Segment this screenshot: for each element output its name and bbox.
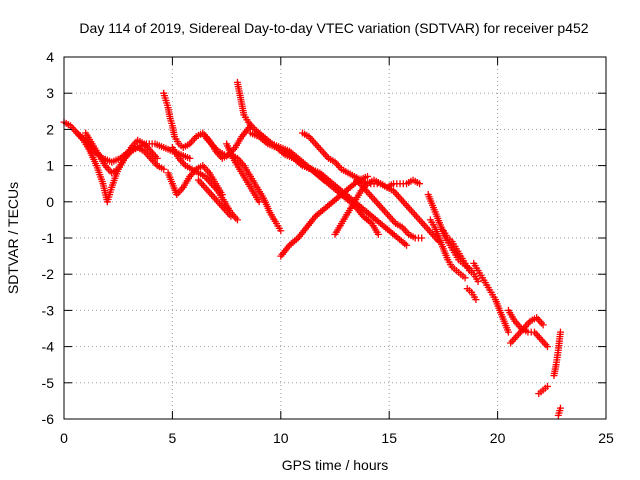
series-arc-21 — [463, 285, 480, 304]
data-point-marker — [472, 296, 480, 304]
data-point-marker — [504, 328, 512, 336]
y-tick-label: -4 — [42, 339, 55, 355]
data-point-marker — [374, 230, 382, 238]
x-tick-label: 20 — [490, 430, 506, 446]
series-arc-18 — [426, 216, 469, 282]
series-arc-25 — [550, 328, 564, 380]
data-series — [60, 78, 564, 419]
y-tick-label: 3 — [46, 85, 54, 101]
series-arc-6 — [164, 162, 226, 199]
data-point-marker — [364, 172, 372, 180]
series-arc-20 — [470, 259, 512, 336]
data-point-marker — [418, 234, 426, 242]
y-tick-label: 1 — [46, 158, 54, 174]
data-point-marker — [153, 154, 161, 162]
data-point-marker — [218, 191, 226, 199]
data-point-marker — [233, 216, 241, 224]
data-point-marker — [556, 328, 564, 336]
data-point-marker — [543, 382, 551, 390]
y-tick-label: 0 — [46, 194, 54, 210]
series-arc-16 — [353, 176, 426, 242]
series-arc-9 — [223, 140, 263, 206]
data-point-marker — [277, 227, 285, 235]
data-point-marker — [474, 277, 482, 285]
data-point-marker — [403, 241, 411, 249]
data-point-marker — [255, 198, 263, 206]
data-point-marker — [539, 321, 547, 329]
series-arc-13 — [281, 147, 411, 249]
x-tick-label: 10 — [273, 430, 289, 446]
data-point-marker — [186, 154, 194, 162]
data-point-marker — [556, 404, 564, 412]
series-arc-24 — [535, 382, 551, 398]
y-tick-label: -6 — [42, 411, 55, 427]
x-tick-label: 5 — [169, 430, 177, 446]
x-tick-label: 25 — [598, 430, 614, 446]
grid-lines — [64, 57, 606, 419]
x-tick-label: 15 — [381, 430, 397, 446]
series-arc-3 — [82, 129, 161, 177]
y-tick-label: -1 — [42, 230, 55, 246]
y-axis-label: SDTVAR / TECUs — [5, 182, 21, 294]
series-arc-15 — [331, 176, 443, 246]
chart-title: Day 114 of 2019, Sidereal Day-to-day VTE… — [79, 20, 588, 36]
y-tick-label: 4 — [46, 49, 54, 65]
data-point-marker — [160, 165, 168, 173]
data-point-marker — [416, 180, 424, 188]
data-point-marker — [227, 212, 235, 220]
y-tick-label: -2 — [42, 266, 55, 282]
series-arc-19 — [439, 227, 482, 285]
y-tick-label: 2 — [46, 121, 54, 137]
y-tick-label: -5 — [42, 375, 55, 391]
data-point-marker — [543, 343, 551, 351]
x-tick-label: 0 — [60, 430, 68, 446]
y-tick-label: -3 — [42, 302, 55, 318]
series-arc-23 — [507, 314, 547, 347]
data-point-marker — [461, 274, 469, 282]
series-arc-7 — [194, 176, 235, 220]
x-axis-label: GPS time / hours — [282, 457, 389, 473]
series-arc-26 — [554, 404, 564, 419]
